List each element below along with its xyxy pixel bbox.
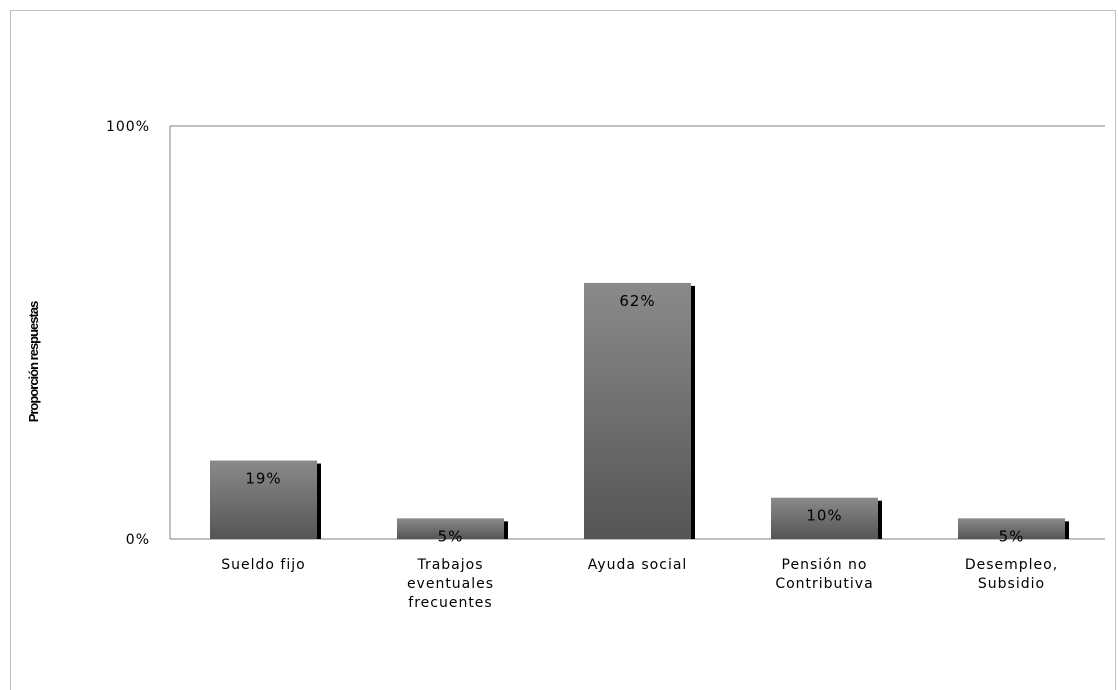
y-tick-label: 100% — [106, 119, 150, 135]
data-label: 5% — [438, 527, 464, 545]
x-tick-label: eventuales — [407, 576, 494, 592]
y-axis-label-group: Proporción respuestas — [26, 301, 41, 422]
data-label: 5% — [999, 527, 1025, 545]
x-tick-label: Pensión no — [782, 557, 868, 573]
data-label: 10% — [806, 507, 842, 525]
y-axis-label: Proporción respuestas — [26, 301, 41, 422]
x-tick-label: Desempleo, — [965, 557, 1058, 573]
bar — [771, 497, 878, 539]
x-tick-label: Subsidio — [978, 576, 1045, 592]
chart-frame — [10, 10, 1116, 690]
y-tick-label: 0% — [126, 532, 150, 548]
bar — [958, 518, 1065, 539]
x-tick-label: Sueldo fijo — [221, 557, 305, 573]
x-tick-label: Trabajos — [416, 557, 483, 573]
bar — [584, 282, 691, 539]
bar — [397, 518, 504, 539]
data-label: 62% — [619, 292, 655, 310]
x-tick-label: Contributiva — [775, 576, 873, 592]
x-tick-label: Ayuda social — [588, 557, 688, 573]
bar — [210, 460, 317, 539]
plot-area: 0% 100% 19% Sueldo fijo 5% Trabajos eventuales… — [106, 119, 1105, 611]
x-tick-label: frecuentes — [408, 595, 492, 611]
data-label: 19% — [245, 470, 281, 488]
